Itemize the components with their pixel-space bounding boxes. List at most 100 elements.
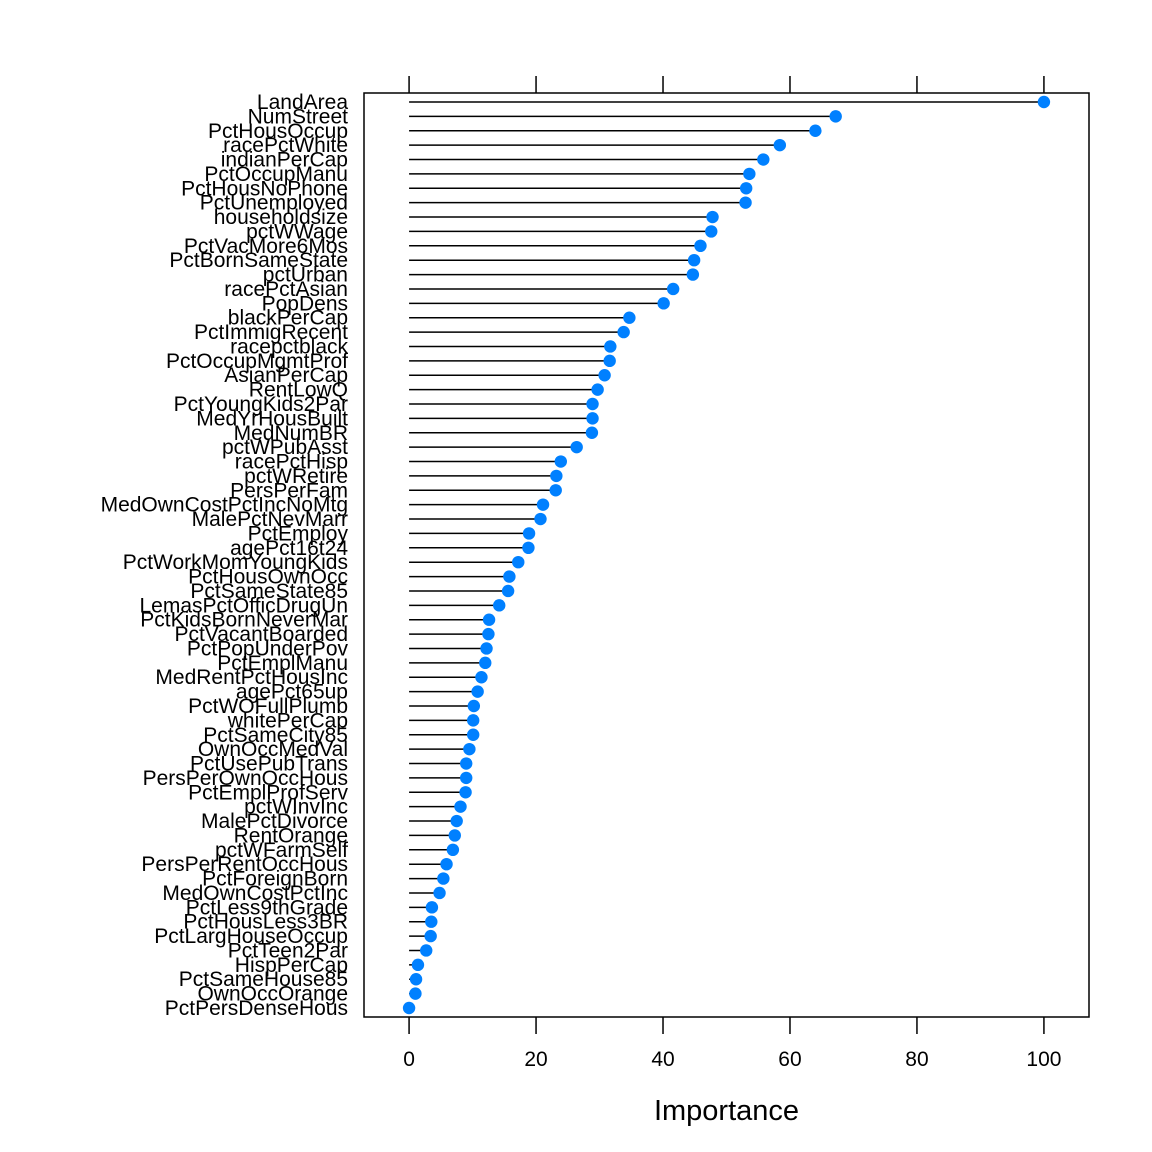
importance-point [603, 354, 616, 368]
importance-point [809, 124, 822, 137]
variable-label: racepctblack [230, 335, 348, 358]
importance-point [739, 196, 752, 209]
importance-point [666, 282, 680, 296]
variable-label: NumStreet [248, 105, 349, 128]
importance-point [411, 958, 425, 972]
variable-label: MedNumBR [234, 422, 348, 445]
variable-label: PctLargHouseOccup [154, 925, 348, 948]
importance-point [493, 599, 506, 612]
variable-label: MedYrHousBuilt [196, 407, 348, 430]
importance-point [623, 311, 636, 324]
variable-label: PctVacantBoarded [174, 623, 348, 646]
importance-point [466, 728, 480, 741]
importance-point [424, 929, 437, 943]
importance-point [598, 369, 611, 382]
variable-label: RentOrange [234, 824, 348, 847]
variable-label: pctWPubAsst [222, 436, 348, 459]
plot-frame [363, 92, 1090, 1018]
variable-label: PctEmploy [248, 522, 349, 545]
variable-label: PctHousOccup [208, 120, 348, 143]
importance-point [534, 512, 547, 526]
importance-point [503, 570, 516, 583]
importance-point [450, 814, 463, 828]
variable-label: PctOccupManu [204, 163, 348, 186]
importance-point [471, 685, 484, 698]
variable-label: PctUnemployed [200, 192, 348, 215]
importance-point [743, 167, 756, 181]
importance-point [420, 944, 433, 957]
importance-point [617, 325, 630, 339]
variable-label: RentLowQ [249, 379, 348, 402]
importance-point [402, 1001, 416, 1015]
variable-label: PctTeen2Par [228, 939, 348, 962]
importance-point [706, 210, 719, 224]
importance-point [454, 800, 467, 813]
variable-label: PctHousNoPhone [181, 177, 348, 200]
importance-point [501, 584, 515, 598]
variable-label: PersPerOwnOccHous [143, 767, 348, 790]
importance-point [591, 383, 604, 396]
importance-point [604, 340, 617, 353]
importance-point [687, 253, 701, 267]
importance-point [433, 886, 446, 900]
importance-point [829, 110, 842, 123]
importance-point [694, 239, 707, 253]
importance-point [550, 469, 563, 483]
variable-label: LemasPctOfficDrugUn [139, 594, 348, 617]
importance-point [448, 829, 461, 842]
variable-label: MedOwnCostPctIncNoMtg [101, 494, 348, 517]
variable-label: whitePerCap [227, 709, 348, 732]
variable-label: PctBornSameState [169, 249, 348, 272]
variable-label: PctSameHouse85 [179, 968, 348, 991]
variable-label: OwnOccOrange [197, 983, 348, 1006]
importance-point [482, 613, 496, 626]
importance-point [479, 656, 492, 670]
importance-point [554, 455, 568, 468]
importance-point [773, 138, 787, 152]
importance-point [437, 872, 450, 885]
importance-point [425, 901, 439, 914]
variable-labels: LandAreaNumStreetPctHousOccupracePctWhit… [101, 91, 349, 1020]
variable-label: PctKidsBornNeverMar [140, 609, 348, 632]
importance-point [460, 771, 473, 785]
variable-label: racePctHisp [235, 451, 348, 474]
importance-points [402, 95, 1051, 1015]
variable-label: pctWWage [246, 220, 348, 243]
importance-point [475, 671, 488, 684]
importance-point [425, 915, 438, 928]
variable-label: pctWRetire [244, 465, 348, 488]
x-tick-label: 100 [1026, 1048, 1061, 1071]
x-axis-title: Importance [654, 1095, 799, 1127]
variable-label: pctWInvInc [244, 796, 348, 819]
importance-point [570, 440, 583, 454]
variable-label: racePctWhite [223, 134, 348, 157]
variable-label: PctSameCity85 [203, 724, 348, 747]
importance-point [657, 297, 670, 310]
variable-label: PctOccupMgmtProf [166, 350, 348, 373]
importance-point [466, 714, 480, 727]
variable-label: MalePctDivorce [201, 810, 348, 833]
variable-label: AsianPerCap [224, 364, 348, 387]
importance-point [409, 987, 422, 1000]
importance-point [705, 225, 718, 238]
variable-label: PersPerFam [230, 479, 348, 502]
importance-point [409, 973, 423, 986]
variable-label: HispPerCap [235, 954, 348, 977]
importance-point [482, 627, 495, 641]
importance-point [1037, 95, 1051, 109]
importance-point [585, 426, 599, 439]
importance-point [467, 699, 481, 713]
x-axis-ticks: 0 20 40 60 80 100 [403, 76, 1061, 1071]
importance-point [459, 786, 472, 799]
variable-label: agePct16t24 [230, 537, 348, 560]
importance-point [549, 484, 562, 497]
variable-label: PersPerRentOccHous [141, 853, 348, 876]
variable-label: PctHousOwnOcc [188, 566, 348, 589]
variable-label: PctHousLess3BR [183, 911, 348, 934]
importance-point [460, 757, 473, 770]
variable-label: MedRentPctHousInc [155, 666, 348, 689]
variable-label: PctEmplManu [217, 652, 348, 675]
variable-label: PctUsePubTrans [190, 753, 348, 776]
importance-point [536, 498, 550, 511]
